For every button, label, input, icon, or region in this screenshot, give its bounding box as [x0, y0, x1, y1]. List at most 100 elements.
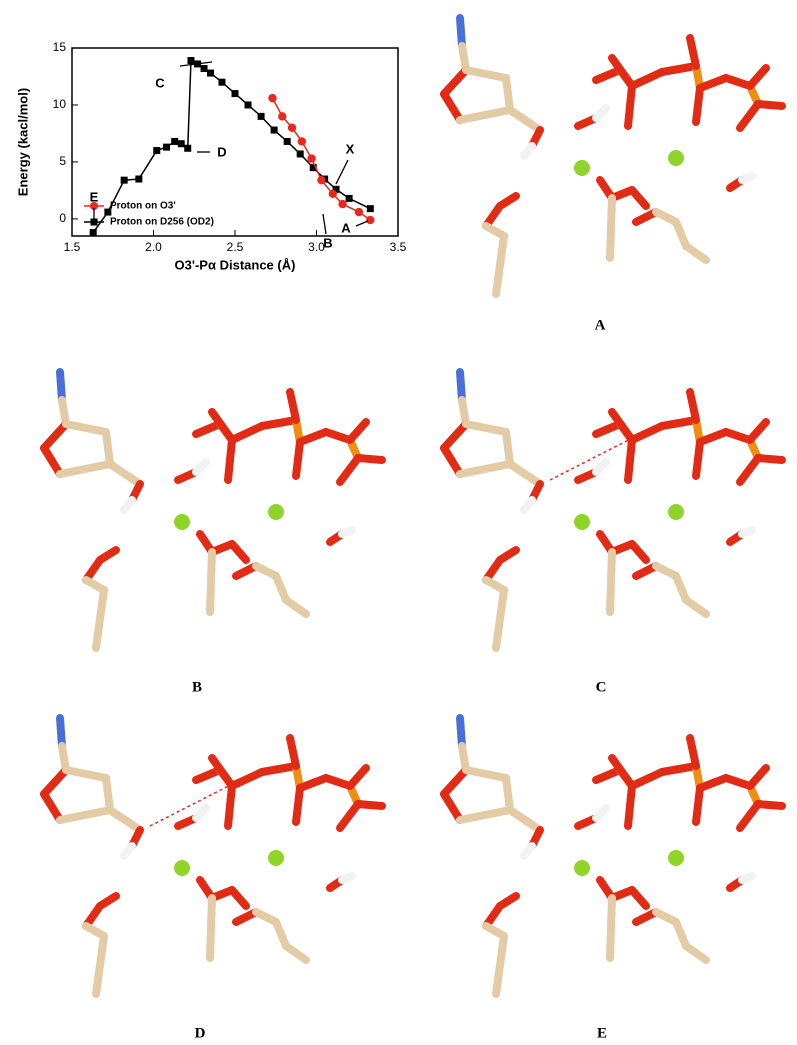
- figure: 1.52.02.53.03.5051015O3'-Pα Distance (Å)…: [0, 0, 797, 1045]
- bond: [690, 738, 696, 766]
- bond: [632, 772, 662, 786]
- marker: [355, 208, 363, 216]
- mg-ion: [574, 160, 590, 176]
- panel-label: D: [195, 1025, 206, 1041]
- marker: [207, 70, 214, 77]
- bond: [466, 424, 506, 432]
- marker: [338, 200, 346, 208]
- bond: [60, 372, 62, 400]
- annotation: A: [341, 220, 351, 235]
- bond: [262, 766, 296, 772]
- bond: [100, 896, 116, 906]
- bond: [460, 718, 462, 746]
- bond: [300, 778, 326, 788]
- bond: [460, 464, 510, 474]
- marker: [171, 138, 178, 145]
- marker: [366, 216, 374, 224]
- marker: [317, 176, 325, 184]
- bond: [632, 890, 646, 906]
- bond: [740, 458, 758, 482]
- bond: [44, 770, 66, 794]
- bond: [342, 530, 352, 534]
- bond: [596, 108, 606, 118]
- bond: [742, 530, 752, 534]
- molecule-panel: [44, 372, 382, 648]
- bond: [444, 424, 466, 448]
- bond: [510, 464, 540, 484]
- bond: [358, 458, 382, 460]
- mg-ion: [668, 850, 684, 866]
- bond: [740, 804, 758, 828]
- annotation: D: [217, 144, 226, 159]
- marker: [367, 205, 374, 212]
- marker: [288, 124, 296, 132]
- bond: [444, 94, 460, 120]
- annotation: C: [155, 75, 165, 90]
- bond: [628, 440, 632, 480]
- bond: [662, 766, 696, 772]
- bond: [96, 590, 104, 648]
- annotation-arrow: [356, 221, 368, 226]
- panel-label: E: [597, 1025, 607, 1041]
- bond: [690, 392, 696, 420]
- panel-label: B: [192, 679, 202, 695]
- bond: [444, 70, 466, 94]
- marker: [271, 127, 278, 134]
- bond: [524, 846, 532, 856]
- marker: [245, 101, 252, 108]
- marker: [284, 138, 291, 145]
- bond: [444, 448, 460, 474]
- marker: [184, 145, 191, 152]
- bond: [628, 786, 632, 826]
- bond: [758, 804, 782, 806]
- mg-ion: [268, 504, 284, 520]
- bond: [506, 78, 510, 110]
- bond: [632, 190, 646, 206]
- bond: [296, 788, 300, 822]
- y-tick-label: 0: [59, 211, 66, 225]
- x-tick-label: 2.0: [145, 240, 162, 254]
- bond: [466, 70, 506, 78]
- bond: [106, 778, 110, 810]
- bond: [232, 772, 262, 786]
- bond: [460, 110, 510, 120]
- bond: [690, 38, 696, 66]
- bond: [350, 422, 366, 440]
- bond: [232, 544, 246, 560]
- bond: [210, 552, 212, 612]
- bond: [700, 778, 726, 788]
- bond: [500, 896, 516, 906]
- molecule-panel: [444, 718, 782, 994]
- bond: [524, 500, 532, 510]
- mg-ion: [668, 150, 684, 166]
- legend-label: Proton on D256 (OD2): [110, 217, 214, 228]
- bond: [340, 458, 358, 482]
- marker: [163, 144, 170, 151]
- bond: [196, 808, 206, 818]
- bond: [596, 808, 606, 818]
- marker: [135, 176, 142, 183]
- bond: [444, 794, 460, 820]
- bond: [110, 810, 140, 830]
- bond: [496, 236, 504, 294]
- bond: [510, 810, 540, 830]
- bond: [632, 544, 646, 560]
- bond: [696, 442, 700, 476]
- marker: [298, 137, 306, 145]
- y-tick-label: 15: [53, 40, 67, 54]
- x-axis-title: O3'-Pα Distance (Å): [175, 257, 296, 272]
- bond: [758, 104, 782, 106]
- mg-ion: [174, 860, 190, 876]
- mg-ion: [174, 514, 190, 530]
- bond: [96, 936, 104, 994]
- marker: [187, 57, 194, 64]
- x-tick-label: 1.5: [64, 240, 81, 254]
- x-tick-label: 3.5: [390, 240, 407, 254]
- bond: [596, 462, 606, 472]
- bond: [662, 420, 696, 426]
- y-tick-label: 5: [59, 154, 66, 168]
- bond: [262, 420, 296, 426]
- bond: [628, 86, 632, 126]
- marker: [346, 195, 353, 202]
- marker: [278, 112, 286, 120]
